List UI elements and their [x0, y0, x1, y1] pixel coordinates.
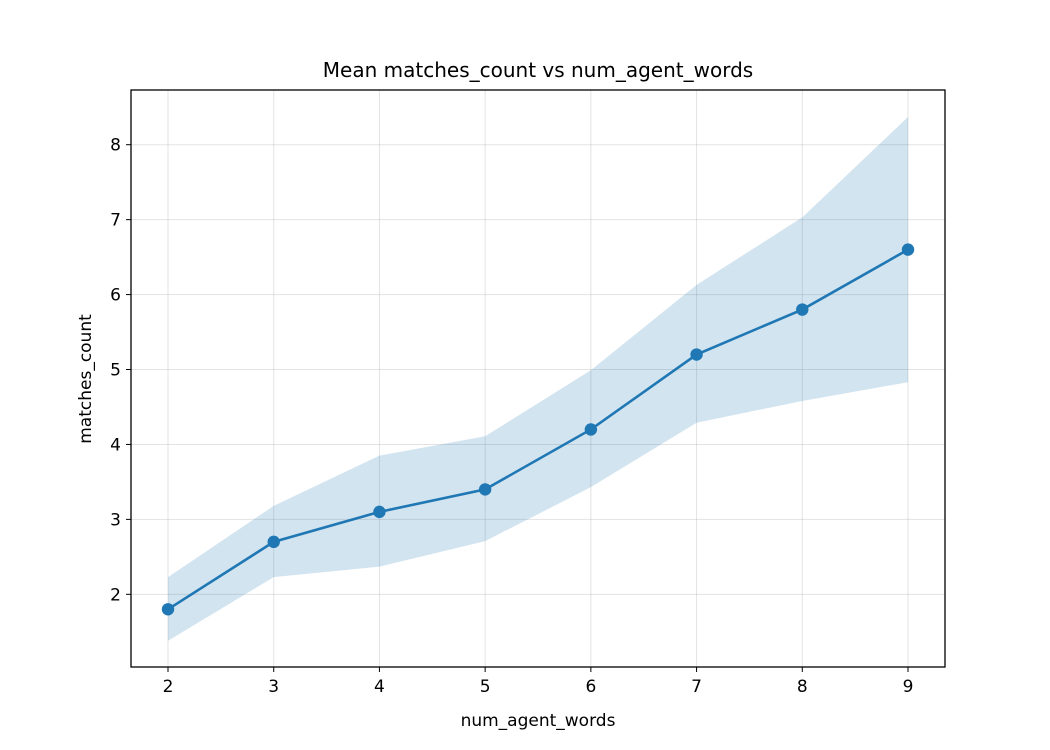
plot-frame [130, 89, 946, 668]
y-tick-label: 2 [110, 585, 121, 605]
y-tick-label: 8 [110, 136, 121, 156]
x-tick-label: 9 [903, 677, 914, 697]
chart-title: Mean matches_count vs num_agent_words [323, 58, 753, 82]
x-tick-label: 8 [797, 677, 808, 697]
data-point [690, 348, 703, 361]
y-axis-title: matches_count [76, 314, 96, 444]
y-tick-label: 3 [110, 510, 121, 530]
x-tick-label: 2 [163, 677, 174, 697]
x-tick-label: 3 [268, 677, 279, 697]
data-point [584, 423, 598, 436]
y-tick-label: 4 [110, 435, 121, 455]
series-line [167, 248, 909, 611]
y-tick-label: 5 [110, 361, 121, 381]
series-layer [161, 243, 915, 616]
grid [131, 90, 945, 667]
confidence-band-layer [168, 116, 908, 641]
y-tick-label: 7 [110, 211, 121, 231]
x-tick-label: 7 [691, 677, 702, 697]
x-tick-label: 6 [585, 677, 596, 697]
x-tick-label: 5 [480, 677, 491, 697]
y-tick-label: 6 [110, 286, 121, 306]
x-axis-title: num_agent_words [461, 711, 616, 731]
confidence-band [168, 116, 908, 641]
data-point [478, 483, 492, 496]
data-point [373, 505, 386, 519]
data-point [901, 243, 915, 256]
data-point [161, 603, 175, 616]
x-axis: 2 3 4 5 6 7 8 9 [163, 667, 914, 697]
y-axis: 2 3 4 5 6 7 8 [110, 136, 131, 605]
data-point [796, 303, 809, 316]
data-point [267, 535, 280, 549]
x-tick-label: 4 [374, 677, 385, 697]
